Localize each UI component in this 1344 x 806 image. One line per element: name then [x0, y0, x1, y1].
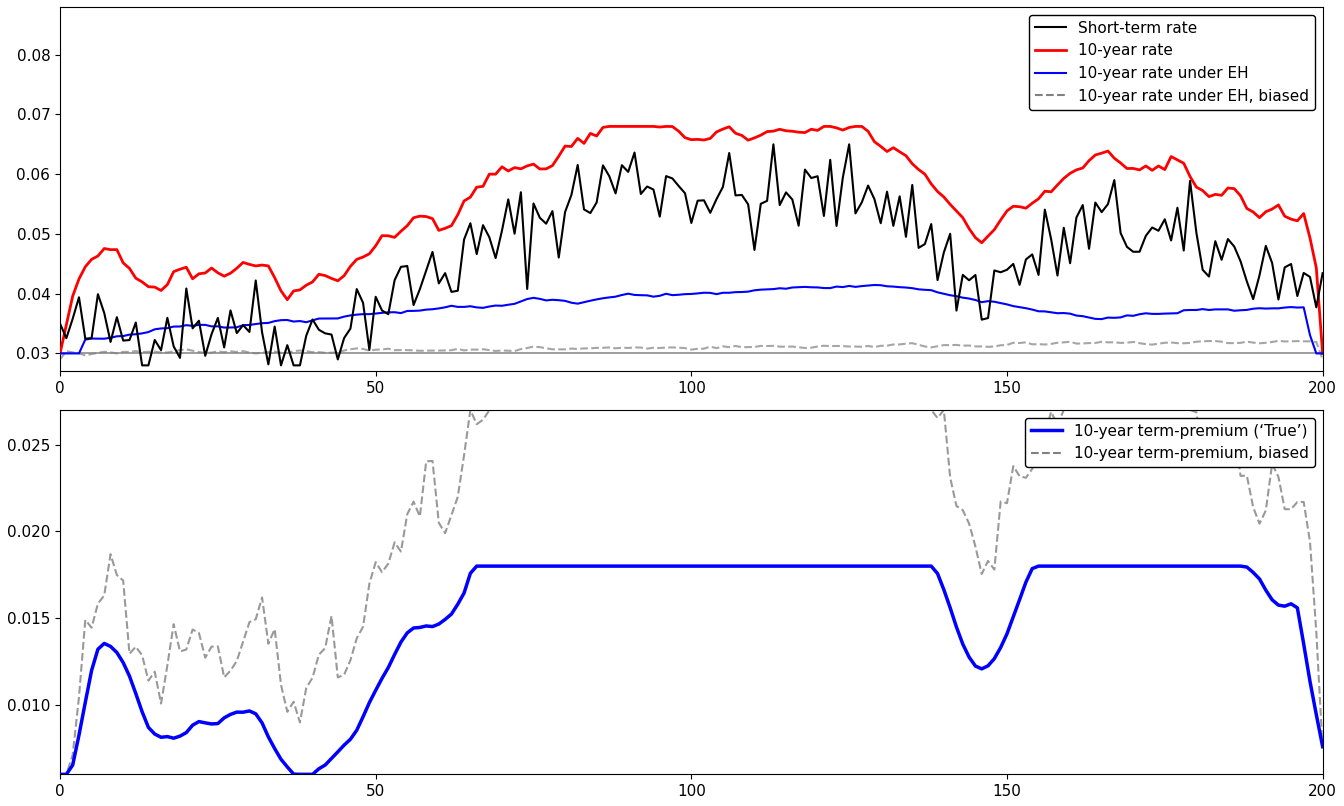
Legend: Short-term rate, 10-year rate, 10-year rate under EH, 10-year rate under EH, bia: Short-term rate, 10-year rate, 10-year r…: [1030, 15, 1314, 110]
Legend: 10-year term-premium (‘True’), 10-year term-premium, biased: 10-year term-premium (‘True’), 10-year t…: [1025, 418, 1314, 467]
